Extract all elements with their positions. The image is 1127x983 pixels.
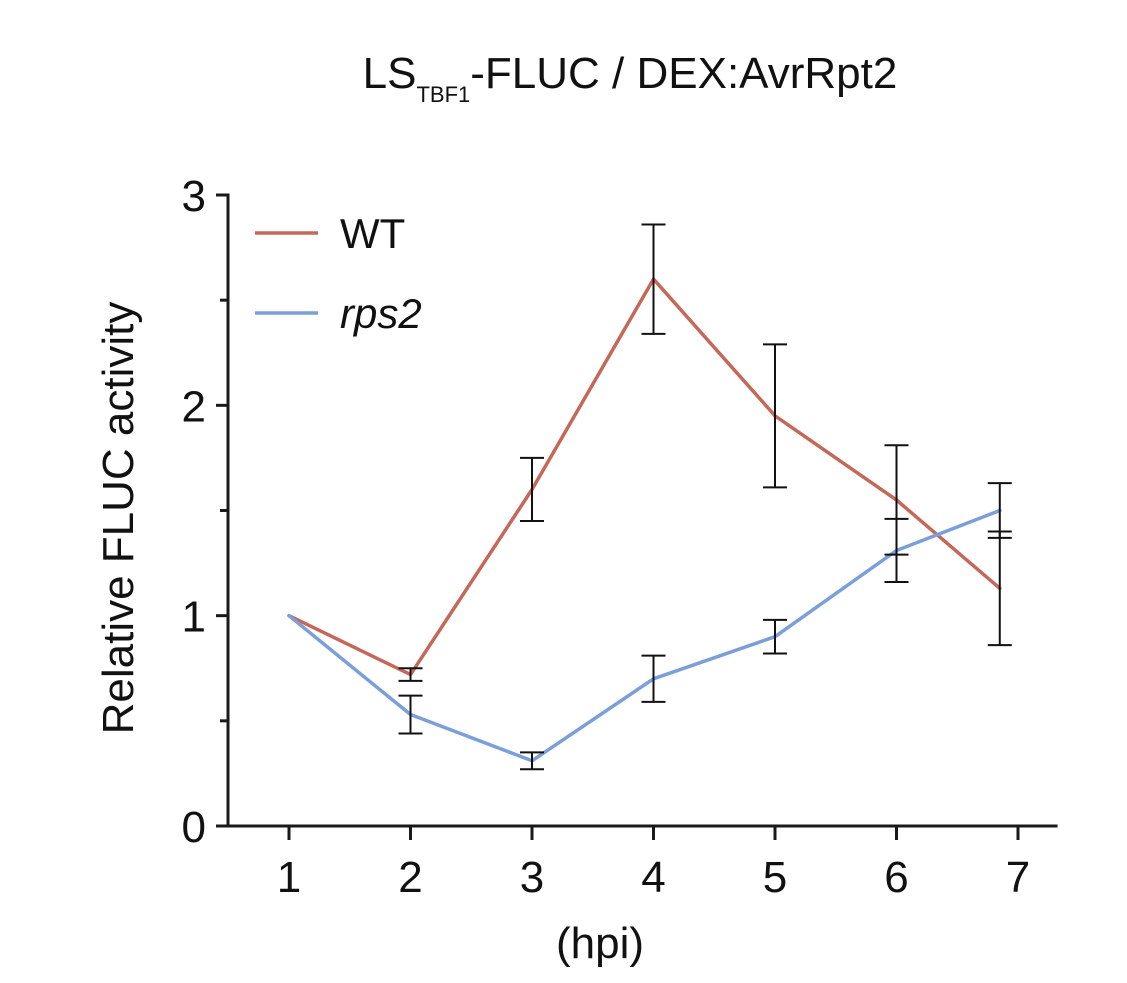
legend-label-wt: WT [340,210,405,257]
error-bar-wt [987,530,1012,647]
error-bars-group [398,223,1012,771]
chart-title-prefix: LS [363,49,417,98]
y-tick-label: 0 [182,803,206,852]
x-tick-label: 3 [520,853,544,902]
y-axis-title: Relative FLUC activity [94,302,143,735]
chart-title-subscript: TBF1 [416,82,470,107]
series-line-wt [287,277,1002,677]
y-tick-label: 2 [182,382,206,431]
error-bar-wt [763,343,787,489]
error-bar-rps2 [987,482,1012,539]
x-tick-label: 4 [641,853,665,902]
error-bar-rps2 [763,618,787,655]
error-bar-wt [398,667,423,682]
x-axis-title: (hpi) [556,919,644,968]
x-tick-label: 6 [884,853,908,902]
chart-title-suffix: -FLUC / DEX:AvrRpt2 [470,49,897,98]
x-tick-label: 7 [1006,853,1030,902]
y-axis-ticks: 0 1 2 3 [182,172,228,852]
y-tick-label: 3 [182,172,206,221]
error-bar-rps2 [398,694,423,735]
y-tick-label: 1 [182,593,206,642]
error-bar-rps2 [520,751,544,771]
error-bar-rps2 [884,517,909,584]
series-group [287,277,1002,763]
chart-title: LSTBF1-FLUC / DEX:AvrRpt2 [363,49,898,107]
x-tick-label: 2 [398,853,422,902]
error-bar-wt [520,456,544,523]
error-bar-wt [641,223,666,335]
error-bar-rps2 [641,654,666,703]
legend: WT rps2 [255,210,422,337]
x-tick-label: 5 [763,853,787,902]
x-axis-ticks: 1 2 3 4 5 6 7 [277,826,1030,902]
series-line-rps2 [287,508,1002,763]
legend-label-rps2: rps2 [340,290,422,337]
x-tick-label: 1 [277,853,301,902]
